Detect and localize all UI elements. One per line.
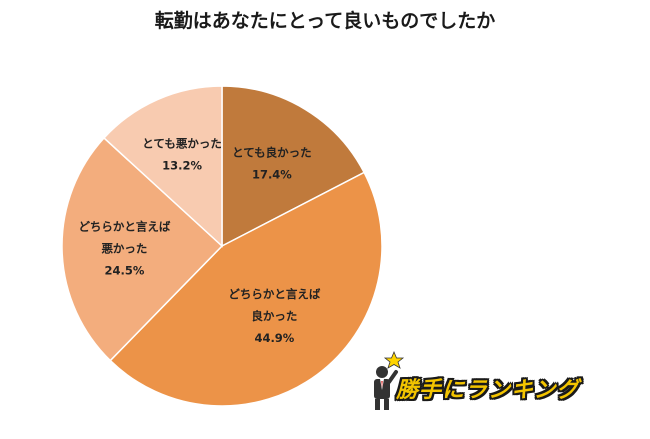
slice-category-label-1: とても良かった xyxy=(232,145,312,159)
businessman-with-star-icon xyxy=(374,350,405,410)
logo-text: 勝手にランキング xyxy=(396,378,580,403)
slice-category-label-2: どちらかと言えば xyxy=(228,287,320,301)
pie-slice-2 xyxy=(109,171,383,407)
slice-value-label-2: 44.9% xyxy=(254,331,294,345)
slice-value-label-3: 24.5% xyxy=(104,263,144,277)
slice-category-label-4: とても悪かった xyxy=(142,137,222,151)
pie-slice-4 xyxy=(102,85,223,248)
slice-value-label-4: 13.2% xyxy=(162,159,202,173)
chart-title: 転勤はあなたにとって良いものでしたか xyxy=(154,10,496,32)
slice-category-label-3: どちらかと言えば xyxy=(78,219,170,233)
pie-slice-3 xyxy=(61,136,224,362)
site-logo: 勝手にランキング xyxy=(366,350,616,412)
slice-category-label-2: 良かった xyxy=(251,309,297,323)
slice-value-label-1: 17.4% xyxy=(252,167,292,181)
pie-slice-1 xyxy=(221,85,366,248)
slice-category-label-3: 悪かった xyxy=(101,241,147,255)
